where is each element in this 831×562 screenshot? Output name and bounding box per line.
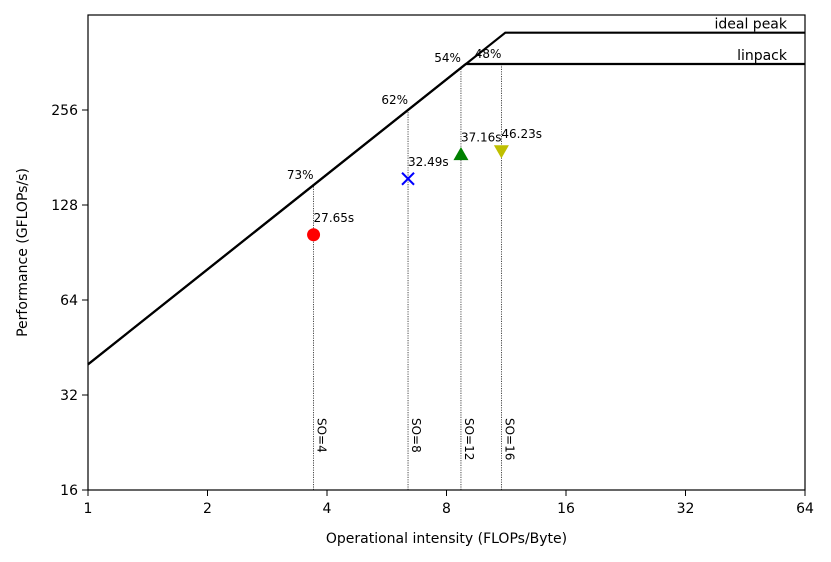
so-guide-lines [313, 64, 502, 490]
percentage-label: 48% [475, 47, 502, 61]
roofline [87, 31, 805, 366]
percentage-label: 62% [381, 93, 408, 107]
data-markers [307, 145, 509, 242]
so-label: SO=16 [502, 418, 516, 460]
x-axis-label: Operational intensity (FLOPs/Byte) [326, 531, 567, 547]
so-label: SO=4 [315, 418, 329, 453]
percentage-label: 73% [287, 168, 314, 182]
y-tick-label: 256 [51, 103, 78, 119]
plot-frame [87, 14, 806, 491]
axes-frame [87, 14, 806, 491]
roofline-linpack [87, 62, 805, 366]
x-tick-label: 8 [442, 501, 451, 517]
time-labels: 27.65s 32.49s 37.16s 46.23s [314, 127, 542, 225]
ceiling-label-linpack: linpack [737, 48, 788, 64]
time-label: 37.16s [461, 131, 502, 145]
x-tick-label: 16 [557, 501, 575, 517]
time-label: 32.49s [408, 155, 449, 169]
y-axis-label: Performance (GFLOPs/s) [15, 168, 31, 337]
ceiling-label-ideal-peak: ideal peak [715, 17, 788, 33]
roofline-ideal-peak [87, 31, 805, 366]
y-tick-label: 128 [51, 198, 78, 214]
x-axis-ticks: 1 2 4 8 16 32 64 [84, 490, 814, 517]
data-marker [307, 228, 321, 242]
so-label: SO=12 [462, 418, 476, 460]
ceiling-labels: ideal peak linpack [715, 17, 788, 64]
x-tick-label: 32 [677, 501, 695, 517]
x-tick-label: 4 [323, 501, 332, 517]
data-marker [401, 172, 415, 186]
y-tick-label: 16 [60, 483, 78, 499]
x-tick-label: 64 [796, 501, 814, 517]
data-marker [493, 145, 509, 159]
so-labels: SO=4 SO=8 SO=12 SO=16 [315, 418, 517, 460]
y-tick-label: 64 [60, 293, 78, 309]
time-label: 46.23s [501, 127, 542, 141]
time-label: 27.65s [314, 211, 355, 225]
x-tick-label: 2 [203, 501, 212, 517]
percentage-labels: 73% 62% 54% 48% [287, 47, 502, 182]
data-marker [453, 147, 469, 161]
y-tick-label: 32 [60, 388, 78, 404]
x-tick-label: 1 [84, 501, 93, 517]
y-axis-ticks: 16 32 64 128 256 [51, 103, 88, 499]
percentage-label: 54% [434, 51, 461, 65]
so-label: SO=8 [409, 418, 423, 453]
